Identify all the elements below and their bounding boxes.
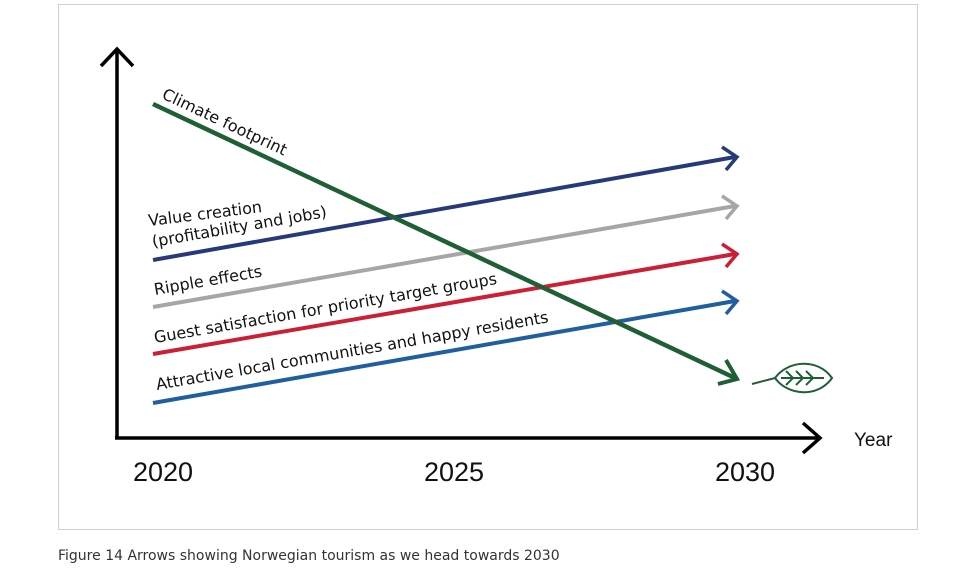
arrowhead-icon bbox=[721, 194, 740, 221]
series-label: Climate footprint bbox=[159, 84, 290, 159]
figure-caption: Figure 14 Arrows showing Norwegian touri… bbox=[58, 548, 560, 564]
series-guest-satisfaction bbox=[152, 242, 740, 356]
x-axis-arrowhead-icon bbox=[801, 421, 823, 455]
y-axis-arrowhead-icon bbox=[99, 46, 135, 68]
arrowhead-icon bbox=[721, 145, 740, 172]
arrowhead-icon bbox=[717, 358, 741, 386]
tick-label: 2020 bbox=[133, 457, 193, 487]
leaf-icon bbox=[751, 362, 834, 394]
arrowhead-icon bbox=[721, 289, 740, 316]
x-axis-label: Year bbox=[854, 430, 893, 451]
figure-frame bbox=[58, 4, 918, 530]
tick-label: 2025 bbox=[424, 457, 484, 487]
arrowhead-icon bbox=[721, 242, 740, 269]
tick-label: 2030 bbox=[715, 457, 775, 487]
series-climate-footprint bbox=[152, 101, 741, 386]
series-attractive-communities bbox=[152, 289, 740, 405]
series-ripple-effects bbox=[152, 194, 740, 309]
series-label: Ripple effects bbox=[152, 262, 263, 299]
series-value-creation bbox=[152, 145, 740, 262]
